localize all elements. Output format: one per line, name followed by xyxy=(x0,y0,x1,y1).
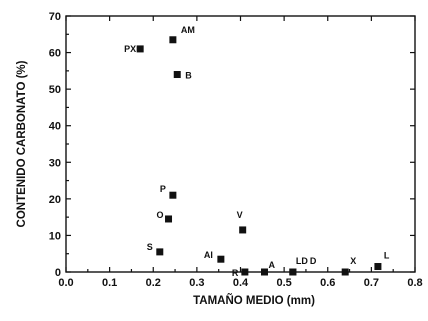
y-tick-label: 20 xyxy=(49,194,61,206)
data-label-p: P xyxy=(160,184,166,194)
data-point-a xyxy=(260,268,268,276)
y-tick-label: 40 xyxy=(49,121,61,133)
data-label-o: O xyxy=(157,210,164,220)
data-point-am xyxy=(169,36,177,44)
axes xyxy=(65,15,416,273)
y-tick-label: 70 xyxy=(49,11,61,23)
data-point-d xyxy=(289,268,297,276)
data-label-b: B xyxy=(185,71,192,81)
data-point-p xyxy=(169,191,177,199)
x-tick-label: 0.3 xyxy=(189,277,204,289)
x-tick-label: 0.0 xyxy=(58,277,73,289)
data-label-px: PX xyxy=(124,44,136,54)
y-tick-label: 0 xyxy=(55,267,61,279)
x-tick-label: 0.5 xyxy=(276,277,291,289)
x-tick-label: 0.1 xyxy=(102,277,117,289)
y-tick-label: 10 xyxy=(49,230,61,242)
data-point-o xyxy=(165,215,173,223)
data-label-l: L xyxy=(384,251,390,261)
y-tick-label: 60 xyxy=(49,48,61,60)
data-label-ai: AI xyxy=(204,250,213,260)
data-label-ld: LD xyxy=(296,256,308,266)
x-tick-label: 0.7 xyxy=(364,277,379,289)
x-tick-label: 0.2 xyxy=(146,277,161,289)
data-point-ai xyxy=(217,255,225,263)
ticks: 0.0 0.1 0.2 0.3 0.4 0.5 0.6 0.7 0.8 0 10 20 30 40 50 60… xyxy=(49,11,423,289)
y-axis-title: CONTENIDO CARBONATO (%) xyxy=(16,60,28,227)
y-tick-label: 50 xyxy=(49,84,61,96)
data-point-r xyxy=(241,268,249,276)
x-tick-label: 0.8 xyxy=(407,277,422,289)
y-tick-label: 30 xyxy=(49,157,61,169)
x-tick-label: 0.6 xyxy=(320,277,335,289)
data-points: PX AM B P O S V AI R A LD D X L xyxy=(124,25,390,278)
data-label-am: AM xyxy=(181,25,195,35)
data-point-b xyxy=(173,71,181,79)
data-point-x xyxy=(341,268,349,276)
data-label-x: X xyxy=(350,256,356,266)
data-point-s xyxy=(156,248,164,256)
x-axis-title: TAMAÑO MEDIO (mm) xyxy=(193,294,315,307)
data-point-px xyxy=(136,45,144,53)
data-label-d: D xyxy=(310,256,317,266)
data-point-l xyxy=(374,263,382,271)
x-tick-label: 0.4 xyxy=(233,277,249,289)
data-label-s: S xyxy=(147,242,153,252)
data-label-v: V xyxy=(237,210,243,220)
data-label-r: R xyxy=(232,268,239,278)
data-point-v xyxy=(239,226,247,234)
plot-frame xyxy=(65,15,416,273)
data-label-a: A xyxy=(268,260,275,270)
